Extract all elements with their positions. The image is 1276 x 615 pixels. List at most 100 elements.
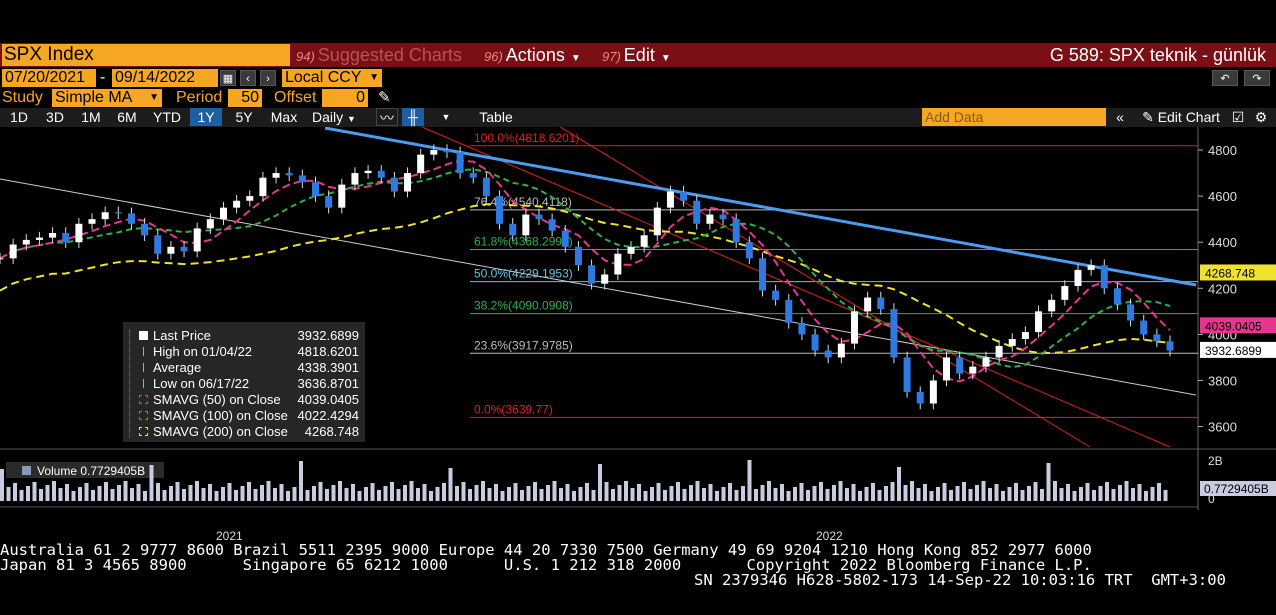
volume-bar <box>663 490 667 501</box>
gear-icon[interactable]: ⚙ <box>1254 109 1268 125</box>
legend-item[interactable]: Last Price 3932.6899 <box>129 328 361 344</box>
volume-bar <box>1105 482 1109 501</box>
calendar-icon[interactable]: ▦ <box>220 70 236 86</box>
candle-body <box>745 242 753 259</box>
candle-body <box>154 235 162 254</box>
volume-bar <box>331 485 336 501</box>
frequency-select[interactable]: Daily ▼ <box>304 108 364 126</box>
sma-100-line <box>0 168 1171 369</box>
price-chart[interactable]: 3600380040004200440046004800100.0%(4818.… <box>0 127 1276 510</box>
volume-bar <box>448 468 453 501</box>
study-label: Study <box>2 89 43 106</box>
range-button-6m[interactable]: 6M <box>117 109 137 125</box>
redo-icon[interactable]: ↷ <box>1244 70 1270 86</box>
candle-body <box>62 233 70 243</box>
legend-item[interactable]: Low on 06/17/22 3636.8701 <box>129 376 361 392</box>
volume-bar <box>214 491 219 501</box>
volume-bar <box>617 485 622 501</box>
legend-swatch <box>139 427 148 436</box>
legend-item[interactable]: SMAVG (100) on Close 4022.4294 <box>129 408 361 424</box>
range-button-5y[interactable]: 5Y <box>235 109 253 125</box>
candle-body <box>640 235 648 247</box>
candle-body <box>956 357 964 374</box>
undo-icon[interactable]: ↶ <box>1212 70 1238 86</box>
volume-bar <box>481 481 485 501</box>
volume-bar <box>403 485 407 501</box>
volume-bar <box>604 482 609 501</box>
volume-bar <box>253 489 258 501</box>
volume-bar <box>572 491 576 501</box>
page-title: G 589: SPX teknik - günlük <box>1049 45 1266 65</box>
volume-bar <box>175 482 180 501</box>
volume-swatch <box>22 466 31 475</box>
volume-bar <box>500 491 505 501</box>
volume-bar <box>1137 484 1142 501</box>
actions-menu[interactable]: 96) Actions ▼ <box>484 44 581 66</box>
start-date-field[interactable]: 07/20/2021 <box>2 69 96 87</box>
candle-body <box>180 246 188 252</box>
offset-input[interactable]: 0 <box>322 89 368 107</box>
table-button[interactable]: Table <box>479 109 513 125</box>
edit-chart-button[interactable]: ✎ Edit Chart <box>1138 108 1224 126</box>
legend-item[interactable]: SMAVG (50) on Close 4039.0405 <box>129 392 361 408</box>
line-chart-icon[interactable]: 〰 <box>376 108 398 126</box>
candle-body <box>430 150 438 155</box>
volume-bar <box>812 486 817 501</box>
candle-body <box>233 200 241 208</box>
volume-bar <box>344 488 349 501</box>
volume-bar <box>702 488 706 501</box>
volume-bar <box>1098 486 1103 501</box>
range-button-ytd[interactable]: YTD <box>153 109 181 125</box>
volume-bar <box>292 487 297 501</box>
collapse-icon[interactable]: « <box>1116 109 1124 125</box>
candle-chart-icon[interactable]: ╫ <box>402 108 424 126</box>
volume-bar <box>695 481 700 501</box>
volume-bar <box>351 484 355 501</box>
legend-name: Low on 06/17/22 <box>153 376 250 391</box>
add-data-input[interactable]: Add Data <box>922 108 1106 126</box>
volume-bar <box>741 486 745 501</box>
legend-item[interactable]: High on 01/04/22 4818.6201 <box>129 344 361 360</box>
candle-body <box>404 173 412 192</box>
volume-bar <box>130 488 134 501</box>
candle-body <box>272 173 280 178</box>
pencil-icon[interactable]: ✎ <box>378 89 391 106</box>
study-select[interactable]: Simple MA ▼ <box>52 89 162 107</box>
candle-body <box>469 173 477 178</box>
end-date-field[interactable]: 09/14/2022 <box>112 69 218 87</box>
range-button-1m[interactable]: 1M <box>81 109 101 125</box>
volume-bar <box>1059 488 1064 501</box>
candle-body <box>653 207 661 236</box>
chevron-down-icon[interactable]: ▼ <box>441 112 451 122</box>
legend-item[interactable]: SMAVG (200) on Close 4268.748 <box>129 424 361 440</box>
candle-body <box>864 297 872 312</box>
volume-bar <box>84 483 89 501</box>
volume-axis-label: 2B <box>1208 454 1223 468</box>
currency-select[interactable]: Local CCY ▼ <box>282 69 382 87</box>
edit-menu[interactable]: 97) Edit ▼ <box>602 44 671 66</box>
candle-body <box>509 223 517 236</box>
range-button-1d[interactable]: 1D <box>10 109 28 125</box>
volume-bar <box>156 483 160 501</box>
volume-bar <box>1007 487 1012 501</box>
range-button-1y[interactable]: 1Y <box>190 108 222 126</box>
volume-tag: 0.7729405B <box>1204 482 1269 496</box>
candle-body <box>824 350 832 358</box>
legend-item[interactable]: Average 4338.3901 <box>129 360 361 376</box>
range-button-3d[interactable]: 3D <box>46 109 64 125</box>
candle-body <box>114 212 122 214</box>
candle-body <box>206 219 214 229</box>
security-field[interactable]: SPX Index <box>2 44 290 66</box>
volume-bar <box>598 464 602 501</box>
candle-body <box>680 191 688 201</box>
volume-bar <box>240 486 245 501</box>
suggested-charts-menu[interactable]: 94) Suggested Charts <box>296 44 462 66</box>
prev-period-button[interactable]: ‹ <box>240 70 256 86</box>
sma-200-line <box>0 203 1171 355</box>
annotate-icon[interactable]: ☑ <box>1231 109 1245 125</box>
range-button-max[interactable]: Max <box>270 109 298 125</box>
next-period-button[interactable]: › <box>260 70 276 86</box>
period-input[interactable]: 50 <box>228 89 262 107</box>
volume-label: Volume 0.7729405B <box>37 464 145 478</box>
volume-bar <box>968 489 973 501</box>
